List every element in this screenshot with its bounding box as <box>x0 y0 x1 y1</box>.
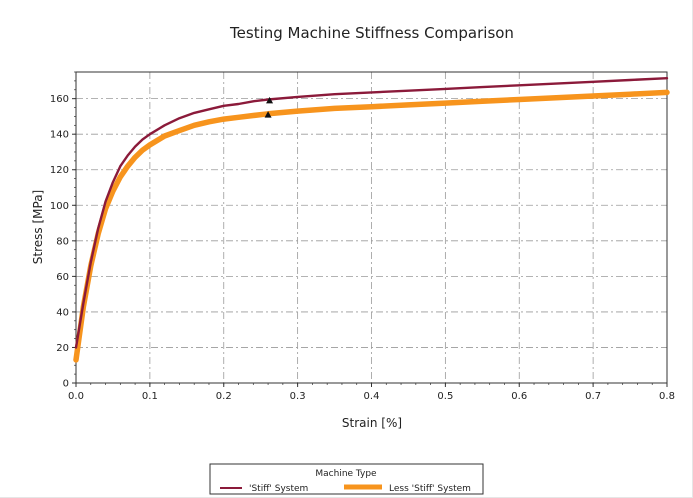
x-tick-label: 0.0 <box>68 391 84 402</box>
x-tick-label: 0.5 <box>437 391 453 402</box>
legend-title: Machine Type <box>315 469 377 479</box>
y-tick-label: 0 <box>63 379 69 390</box>
y-tick-label: 20 <box>56 343 69 354</box>
legend-label-less-stiff: Less 'Stiff' System <box>389 484 471 494</box>
series-line-less-stiff <box>73 89 670 363</box>
y-tick-label: 80 <box>56 236 69 247</box>
point-marker <box>266 96 274 104</box>
series-layer <box>73 76 670 363</box>
x-tick-label: 0.1 <box>142 391 158 402</box>
y-tick-label: 40 <box>56 307 69 318</box>
chart-title: Testing Machine Stiffness Comparison <box>229 24 514 42</box>
y-tick-label: 60 <box>56 272 69 283</box>
grid <box>76 72 667 383</box>
y-tick-label: 140 <box>50 130 69 141</box>
series-line-stiff <box>74 76 669 349</box>
tick-labels: 0.0 0.1 0.2 0.3 0.4 0.5 0.6 0.7 0.8 0 20 40 60 80 100 1… <box>50 94 675 402</box>
x-tick-label: 0.6 <box>511 391 527 402</box>
marker-layer <box>264 96 274 118</box>
legend-label-stiff: 'Stiff' System <box>249 484 308 494</box>
y-tick-label: 120 <box>50 165 69 176</box>
y-tick-label: 160 <box>50 94 69 105</box>
legend: Machine Type 'Stiff' System Less 'Stiff'… <box>209 463 484 495</box>
y-axis-label: Stress [MPa] <box>31 190 45 264</box>
x-tick-label: 0.4 <box>364 391 380 402</box>
x-axis-label: Strain [%] <box>342 416 402 430</box>
axis-ticks <box>72 71 668 387</box>
x-tick-label: 0.7 <box>585 391 601 402</box>
point-marker <box>264 111 272 118</box>
x-tick-label: 0.2 <box>216 391 232 402</box>
x-tick-label: 0.3 <box>290 391 306 402</box>
y-tick-label: 100 <box>50 201 69 212</box>
x-tick-label: 0.8 <box>659 391 675 402</box>
